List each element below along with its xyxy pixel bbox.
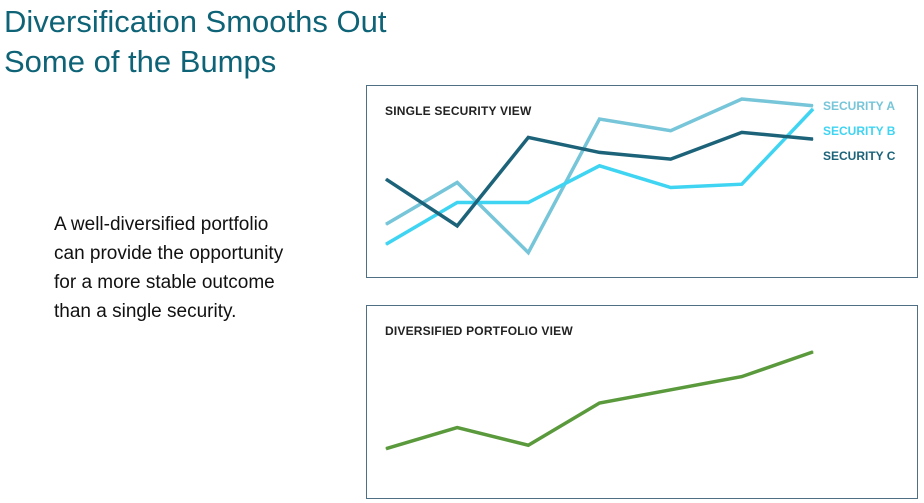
single-series-3-point-3 bbox=[527, 136, 529, 138]
single-legend-label-3: SECURITY C bbox=[823, 149, 896, 163]
description-line-3: for a more stable outcome bbox=[54, 272, 275, 293]
single-series-3-point-2 bbox=[456, 225, 458, 227]
description-line-2: can provide the opportunity bbox=[54, 243, 284, 264]
description-line-4: than a single security. bbox=[54, 301, 237, 322]
single-series-1-point-6 bbox=[741, 98, 743, 100]
single-security-chart-panel: SINGLE SECURITY VIEW SECURITY A SECURITY … bbox=[366, 85, 918, 278]
single-series-2-point-4 bbox=[599, 165, 600, 167]
diversified-series-1-point-7 bbox=[812, 351, 814, 353]
single-series-2-point-3 bbox=[527, 202, 529, 203]
diversified-series-1-point-5 bbox=[670, 389, 672, 391]
single-series-3-point-5 bbox=[670, 158, 672, 160]
diversified-portfolio-chart-title: DIVERSIFIED PORTFOLIO VIEW bbox=[385, 324, 573, 338]
single-series-1-point-3 bbox=[527, 252, 529, 254]
diversified-series-1-point-3 bbox=[527, 444, 529, 446]
description-text: A well-diversified portfolio can provide… bbox=[54, 210, 344, 326]
single-security-chart-title: SINGLE SECURITY VIEW bbox=[385, 104, 532, 118]
diversified-series-1-point-1 bbox=[385, 448, 387, 450]
single-series-3-point-1 bbox=[385, 178, 387, 180]
single-series-3-point-7 bbox=[812, 138, 814, 140]
single-series-2-point-2 bbox=[456, 202, 458, 203]
diversified-series-1-point-2 bbox=[456, 427, 458, 429]
diversified-series-1-point-6 bbox=[741, 376, 743, 378]
single-series-line-2 bbox=[385, 107, 815, 246]
single-series-2-point-1 bbox=[385, 243, 387, 245]
single-series-3-point-4 bbox=[599, 151, 600, 153]
single-series-1-point-4 bbox=[599, 118, 600, 120]
diversified-portfolio-chart-panel: DIVERSIFIED PORTFOLIO VIEW bbox=[366, 305, 918, 499]
title-line-2: Some of the Bumps bbox=[4, 44, 277, 79]
single-legend-label-2: SECURITY B bbox=[823, 124, 896, 138]
single-series-3-point-6 bbox=[741, 131, 743, 133]
single-security-chart: SECURITY A SECURITY B SECURITY C bbox=[385, 97, 896, 256]
single-series-1-point-7 bbox=[812, 105, 814, 107]
single-series-1-point-5 bbox=[670, 130, 672, 132]
diversified-portfolio-chart bbox=[385, 350, 814, 451]
single-series-2-point-7 bbox=[812, 108, 814, 110]
single-legend-label-1: SECURITY A bbox=[823, 99, 895, 113]
single-series-1-point-2 bbox=[456, 182, 458, 183]
single-series-1-point-1 bbox=[385, 223, 387, 225]
page-title: Diversification Smooths Out Some of the … bbox=[4, 2, 386, 82]
single-series-2-point-6 bbox=[741, 183, 743, 185]
single-series-2-point-5 bbox=[670, 187, 672, 188]
diversified-series-1-point-4 bbox=[599, 402, 600, 404]
diversified-series-line-1 bbox=[385, 350, 814, 451]
description-line-1: A well-diversified portfolio bbox=[54, 214, 269, 235]
title-line-1: Diversification Smooths Out bbox=[4, 4, 387, 39]
